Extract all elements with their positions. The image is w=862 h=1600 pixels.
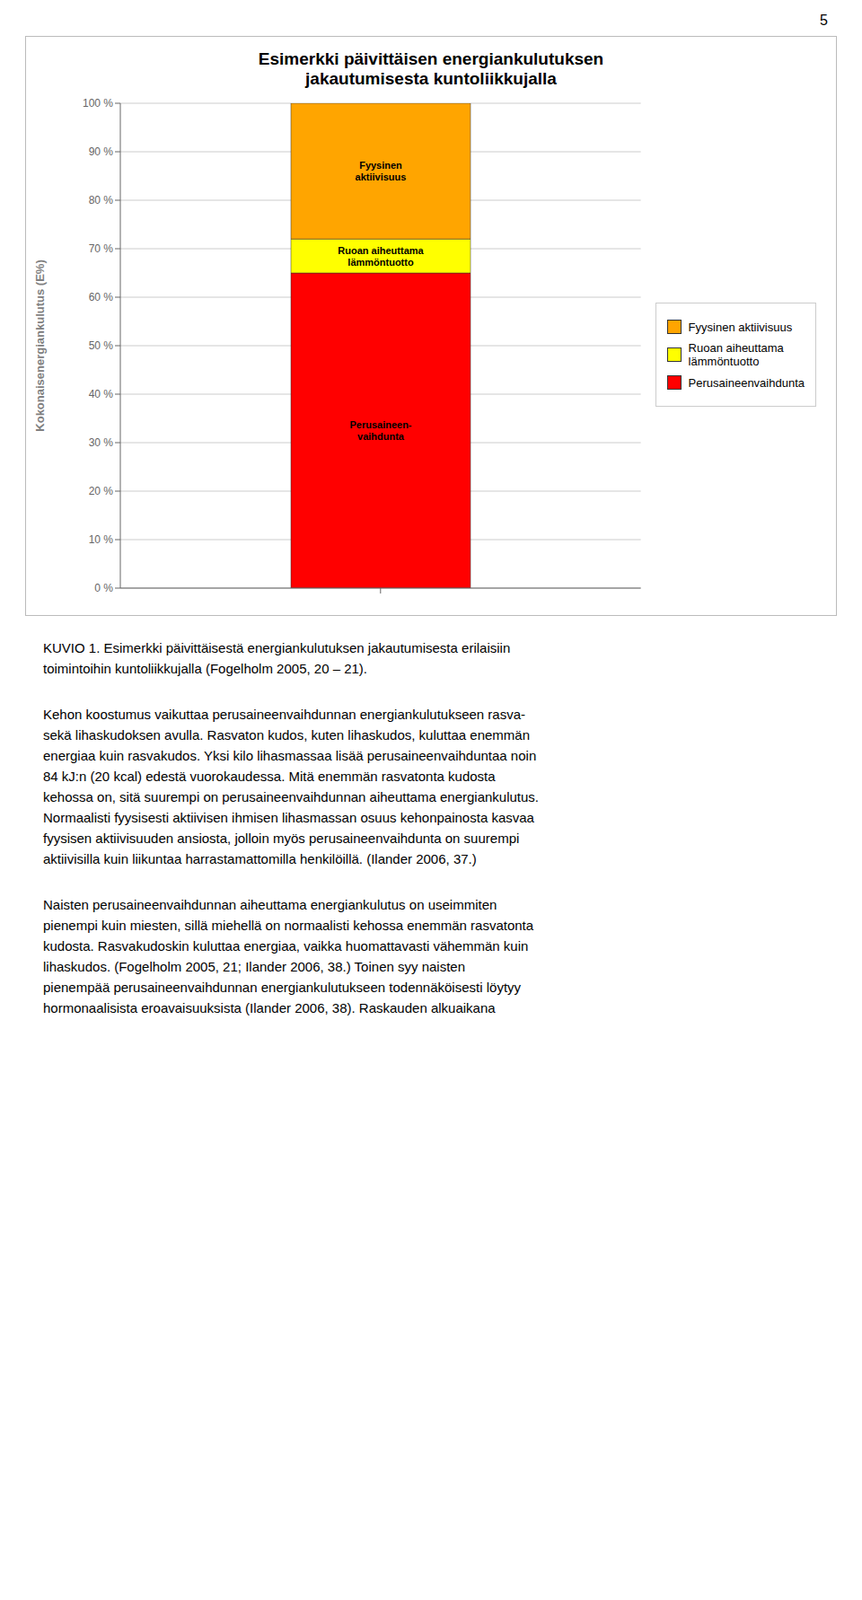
svg-text:0 %: 0 %: [94, 581, 114, 595]
svg-text:70 %: 70 %: [88, 242, 115, 256]
svg-text:60 %: 60 %: [88, 290, 115, 304]
svg-text:Fyysinenaktiivisuus: Fyysinenaktiivisuus: [355, 159, 407, 183]
svg-text:Kokonaisenergiankulutus (E%): Kokonaisenergiankulutus (E%): [33, 259, 47, 431]
svg-text:20 %: 20 %: [88, 484, 115, 498]
html-text:Esimerkki päivittäisen energia: Esimerkki päivittäisen energiankulutukse…: [258, 49, 604, 69]
svg-text:80 %: 80 %: [88, 193, 115, 207]
svg-text:Ruoan aiheuttamalämmöntuotto: Ruoan aiheuttamalämmöntuotto: [337, 245, 424, 268]
html-text:Naisten perusaineenvaihdunnan: Naisten perusaineenvaihdunnan aiheuttama…: [43, 897, 534, 1016]
svg-text:40 %: 40 %: [88, 387, 115, 401]
html-text:jakautumisesta kuntoliikkujall: jakautumisesta kuntoliikkujalla: [305, 69, 557, 88]
svg-text:Perusaineen-vaihdunta: Perusaineen-vaihdunta: [349, 419, 412, 442]
html-text:Perusaineenvaihdunta: Perusaineenvaihdunta: [688, 375, 805, 390]
svg-text:90 %: 90 %: [88, 145, 115, 159]
html-text:Ruoan aiheuttama lämmöntuotto: Ruoan aiheuttama lämmöntuotto: [688, 341, 784, 369]
html-text:Fyysinen aktiivisuus: Fyysinen aktiivisuus: [688, 320, 793, 334]
html-text:KUVIO 1. Esimerkki päivittäise: KUVIO 1. Esimerkki päivittäisestä energi…: [43, 640, 511, 677]
svg-text:100 %: 100 %: [82, 96, 114, 110]
svg-text:10 %: 10 %: [88, 533, 115, 546]
svg-text:50 %: 50 %: [88, 339, 115, 352]
svg-text:30 %: 30 %: [88, 436, 115, 449]
html-text:5: 5: [819, 12, 828, 28]
html-text:Kehon koostumus vaikuttaa peru: Kehon koostumus vaikuttaa perusaineenvai…: [43, 706, 539, 867]
